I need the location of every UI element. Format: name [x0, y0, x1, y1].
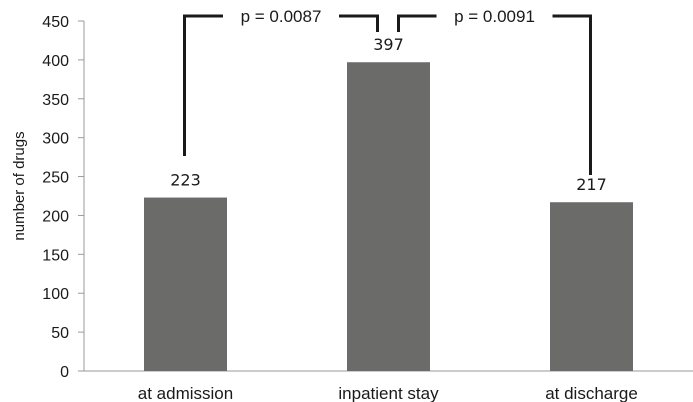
y-tick-label: 50 [51, 325, 69, 342]
p-value-label: p = 0.0087 [241, 7, 322, 26]
y-tick-label: 0 [60, 364, 69, 381]
y-tick-label: 450 [42, 14, 69, 31]
bar [550, 202, 633, 371]
y-tick-label: 150 [42, 247, 69, 264]
y-tick-label: 250 [42, 170, 69, 187]
bar-value-label: 217 [576, 175, 607, 194]
y-axis-ticks: 0 50 100 150 200 250 300 350 400 450 [42, 14, 85, 381]
bracket-left-arm [183, 14, 223, 156]
bracket-left-arm [397, 14, 437, 32]
y-tick-label: 350 [42, 92, 69, 109]
bracket-right-arm [339, 14, 379, 32]
bar-value-label: 397 [373, 35, 404, 54]
category-label: at discharge [545, 384, 638, 402]
bracket-right-arm [552, 14, 592, 175]
bar [347, 62, 430, 371]
significance-brackets: p = 0.0087 p = 0.0091 [183, 7, 592, 175]
y-tick-label: 200 [42, 208, 69, 225]
category-label: at admission [138, 384, 233, 402]
data-labels: 223 397 217 [170, 35, 607, 194]
y-axis-title: number of drugs [11, 131, 28, 240]
y-tick-label: 100 [42, 286, 69, 303]
bar-value-label: 223 [170, 171, 201, 190]
category-labels: at admission inpatient stay at discharge [138, 384, 638, 402]
category-label: inpatient stay [338, 384, 439, 402]
y-tick-label: 300 [42, 131, 69, 148]
bars [144, 62, 633, 371]
p-value-label: p = 0.0091 [454, 7, 535, 26]
y-tick-label: 400 [42, 53, 69, 70]
bar [144, 197, 227, 371]
